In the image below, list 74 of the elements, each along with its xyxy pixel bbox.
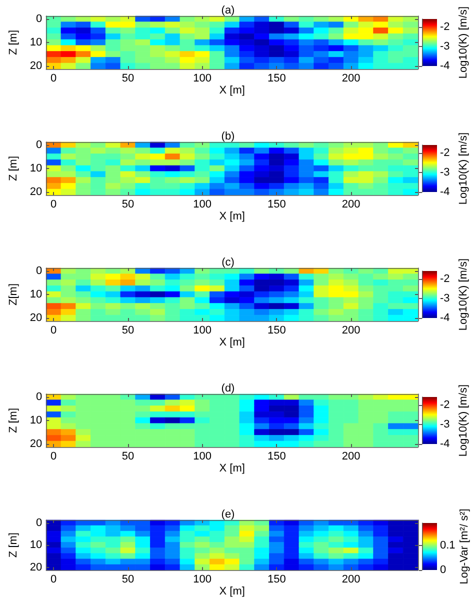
x-tick-label: 0	[50, 574, 57, 586]
x-tick-label: 50	[122, 450, 134, 462]
color-bar-label: -4	[440, 186, 450, 198]
x-tick-label: 150	[268, 574, 286, 586]
y-tick-label: 10	[30, 36, 42, 48]
chart-title: (b)	[221, 130, 235, 142]
x-tick-label: 0	[50, 324, 57, 336]
x-tick-label: 100	[193, 450, 212, 462]
y-tick-label: 10	[30, 162, 42, 174]
y-tick-label: 10	[30, 414, 42, 426]
color-bar-label: -2	[440, 398, 450, 411]
x-tick-label: 150	[268, 198, 286, 210]
color-bar-label: -4	[440, 60, 450, 72]
y-tick-label: 20	[30, 186, 42, 198]
chart-title: (a)	[221, 4, 235, 16]
color-bar-title: Log-Var [m²/ s²]	[458, 508, 471, 584]
color-bar-label: -2	[440, 272, 450, 285]
color-bar-label: -3	[440, 40, 450, 52]
x-tick-label: 150	[268, 324, 286, 336]
x-axis-title: X [m]	[219, 336, 245, 348]
chart-title: (d)	[221, 382, 235, 394]
y-tick-label: 0	[36, 390, 42, 403]
y-tick-label: 10	[30, 539, 42, 552]
x-axis-title: X [m]	[219, 84, 245, 96]
x-tick-label: 100	[193, 72, 212, 84]
x-tick-label: 100	[193, 324, 212, 336]
x-tick-label: 100	[193, 198, 212, 210]
x-axis-title: X [m]	[219, 210, 245, 222]
x-tick-label: 150	[268, 450, 286, 462]
y-tick-label: 20	[30, 438, 42, 450]
y-axis-title: Z [m]	[8, 408, 20, 434]
y-axis-title: Z[m]	[8, 284, 20, 306]
y-axis-title: Z [m]	[8, 30, 20, 56]
x-tick-label: 50	[122, 72, 134, 84]
color-bar-label: -3	[440, 292, 450, 304]
y-tick-label: 10	[30, 288, 42, 300]
x-tick-label: 100	[193, 574, 212, 586]
x-tick-label: 50	[122, 574, 134, 586]
chart-title: (c)	[222, 256, 234, 268]
color-bar-label: -4	[440, 312, 450, 324]
color-bar-label: -3	[440, 166, 450, 178]
y-axis-title: Z [m]	[8, 156, 20, 182]
x-tick-label: 200	[342, 324, 360, 336]
color-bar-title: Log10(K) [m/s]	[458, 6, 470, 79]
y-tick-label: 0	[36, 138, 42, 151]
color-bar-label: 0.1	[440, 539, 456, 552]
color-bar-label: -4	[440, 438, 450, 450]
color-bar-title: Log10(K) [m/s]	[458, 132, 470, 205]
y-tick-label: 20	[30, 60, 42, 72]
color-bar-label: -2	[440, 146, 450, 159]
x-tick-label: 0	[50, 450, 57, 462]
y-tick-label: 20	[30, 561, 42, 574]
color-bar-label: 0	[440, 564, 446, 576]
x-tick-label: 50	[122, 198, 134, 210]
y-tick-label: 0	[36, 516, 42, 529]
x-tick-label: 200	[342, 198, 360, 210]
chart-title: (e)	[221, 508, 235, 520]
color-bar-label: -3	[440, 418, 450, 430]
x-tick-label: 150	[268, 72, 286, 84]
color-bar-title: Log10(K) [m/s]	[458, 258, 470, 331]
y-tick-label: 0	[36, 12, 42, 25]
x-tick-label: 200	[342, 450, 360, 462]
color-bar-label: -2	[440, 20, 450, 33]
color-bar-title: Log10(K) [m/s]	[458, 384, 470, 457]
x-axis-title: X [m]	[219, 462, 245, 474]
x-axis-title: X [m]	[219, 586, 245, 598]
y-tick-label: 20	[30, 312, 42, 324]
y-axis-title: Z [m]	[8, 532, 20, 558]
x-tick-label: 200	[342, 72, 360, 84]
x-tick-label: 200	[342, 574, 360, 586]
x-tick-label: 0	[50, 72, 57, 84]
x-tick-label: 0	[50, 198, 57, 210]
y-tick-label: 0	[36, 264, 42, 277]
x-tick-label: 50	[122, 324, 134, 336]
